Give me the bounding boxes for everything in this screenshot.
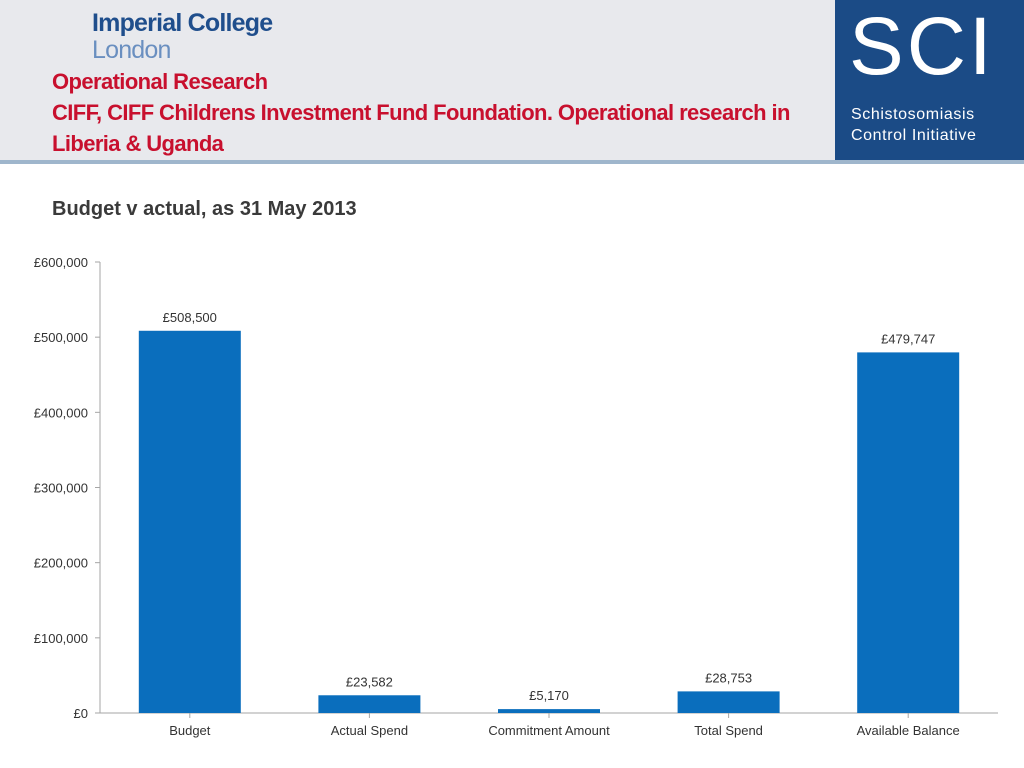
x-category-label: Actual Spend bbox=[331, 723, 408, 738]
x-category-label: Commitment Amount bbox=[488, 723, 610, 738]
data-label: £479,747 bbox=[881, 331, 935, 346]
bar-commitment-amount bbox=[498, 709, 600, 713]
bar-chart: £0 £100,000 £200,000 £300,000 £400,000 £500,0… bbox=[34, 255, 998, 738]
y-tick-label: £300,000 bbox=[34, 481, 88, 496]
data-label: £508,500 bbox=[163, 310, 217, 325]
data-label: £5,170 bbox=[529, 688, 569, 703]
sci-line-2: Control Initiative bbox=[851, 127, 977, 144]
data-label: £28,753 bbox=[705, 670, 752, 685]
y-tick-label: £500,000 bbox=[34, 330, 88, 345]
slide-title: Operational Research CIFF, CIFF Children… bbox=[52, 66, 832, 159]
slide-title-line-3: Liberia & Uganda bbox=[52, 131, 224, 156]
x-category-label: Total Spend bbox=[694, 723, 763, 738]
sci-acronym: SCI bbox=[849, 1, 995, 92]
sci-fullname: Schistosomiasis Control Initiative bbox=[851, 104, 977, 146]
slide-title-line-1: Operational Research bbox=[52, 69, 268, 94]
bar-available-balance bbox=[857, 352, 960, 713]
sci-line-1: Schistosomiasis bbox=[851, 106, 975, 123]
y-tick-label: £200,000 bbox=[34, 556, 88, 571]
x-category-label: Budget bbox=[169, 723, 211, 738]
header-divider bbox=[0, 160, 1024, 164]
slide-title-line-2: CIFF, CIFF Childrens Investment Fund Fou… bbox=[52, 100, 790, 125]
y-tick-label: £100,000 bbox=[34, 631, 88, 646]
bar-actual-spend bbox=[318, 695, 421, 713]
y-tick-label: £600,000 bbox=[34, 255, 88, 270]
logo-line-1: Imperial College bbox=[92, 9, 273, 37]
imperial-college-logo: Imperial College London bbox=[92, 9, 273, 64]
sci-logo: SCI Schistosomiasis Control Initiative bbox=[835, 0, 1024, 160]
bar-budget bbox=[138, 330, 241, 713]
logo-line-2: London bbox=[92, 36, 171, 64]
data-label: £23,582 bbox=[346, 674, 393, 689]
y-tick-label: £400,000 bbox=[34, 405, 88, 420]
bar-total-spend bbox=[677, 691, 780, 713]
y-tick-label: £0 bbox=[74, 706, 88, 721]
chart-title: Budget v actual, as 31 May 2013 bbox=[52, 198, 357, 220]
x-category-label: Available Balance bbox=[857, 723, 960, 738]
